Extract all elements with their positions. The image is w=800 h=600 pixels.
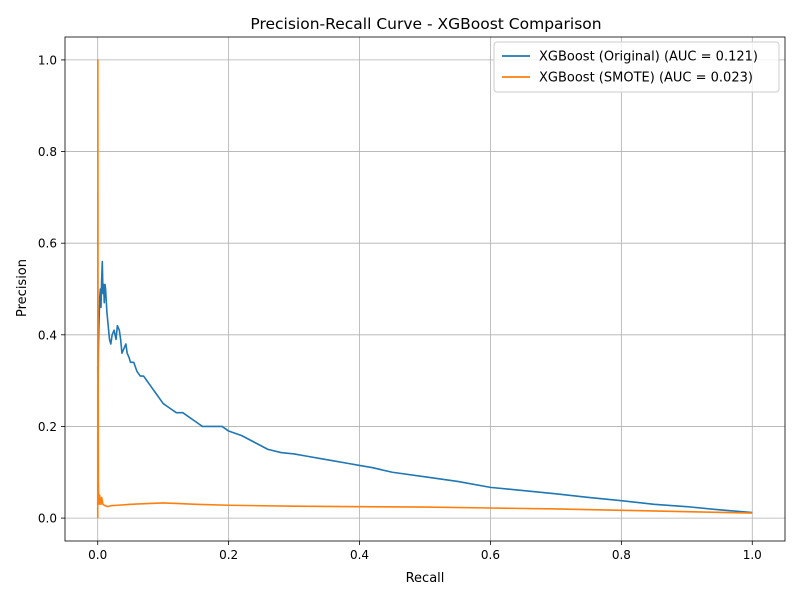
plot-lines xyxy=(96,59,753,519)
y-axis-title: Precision xyxy=(15,259,30,317)
x-axis-title: Recall xyxy=(406,571,445,586)
y-tick-label: 0.2 xyxy=(38,420,57,434)
series-line-1 xyxy=(96,59,753,519)
y-tick-label: 0.8 xyxy=(38,145,57,159)
y-tick-label: 0.6 xyxy=(38,237,57,251)
legend: XGBoost (Original) (AUC = 0.121) XGBoost … xyxy=(493,41,780,93)
y-tick-label: 1.0 xyxy=(38,53,57,67)
plot-frame xyxy=(64,36,786,542)
chart-title: Precision-Recall Curve - XGBoost Compari… xyxy=(250,15,601,33)
x-tick-label: 0.8 xyxy=(612,548,631,562)
x-tick-label: 0.4 xyxy=(350,548,369,562)
axis-ticks: 0.0 0.2 0.4 0.6 0.8 1.0 0.0 0.2 0.4 0.6 0.8 1.0 xyxy=(38,53,762,562)
legend-box xyxy=(493,41,780,93)
grid-lines xyxy=(65,37,785,541)
legend-label-0: XGBoost (Original) (AUC = 0.121) xyxy=(539,50,758,65)
y-tick-label: 0.4 xyxy=(38,328,57,342)
y-tick-label: 0.0 xyxy=(38,512,57,526)
x-tick-label: 0.0 xyxy=(88,548,107,562)
legend-label-1: XGBoost (SMOTE) (AUC = 0.023) xyxy=(539,71,753,86)
x-tick-label: 0.6 xyxy=(481,548,500,562)
x-tick-label: 0.2 xyxy=(219,548,238,562)
x-tick-label: 1.0 xyxy=(743,548,762,562)
series-line-0 xyxy=(96,260,753,514)
